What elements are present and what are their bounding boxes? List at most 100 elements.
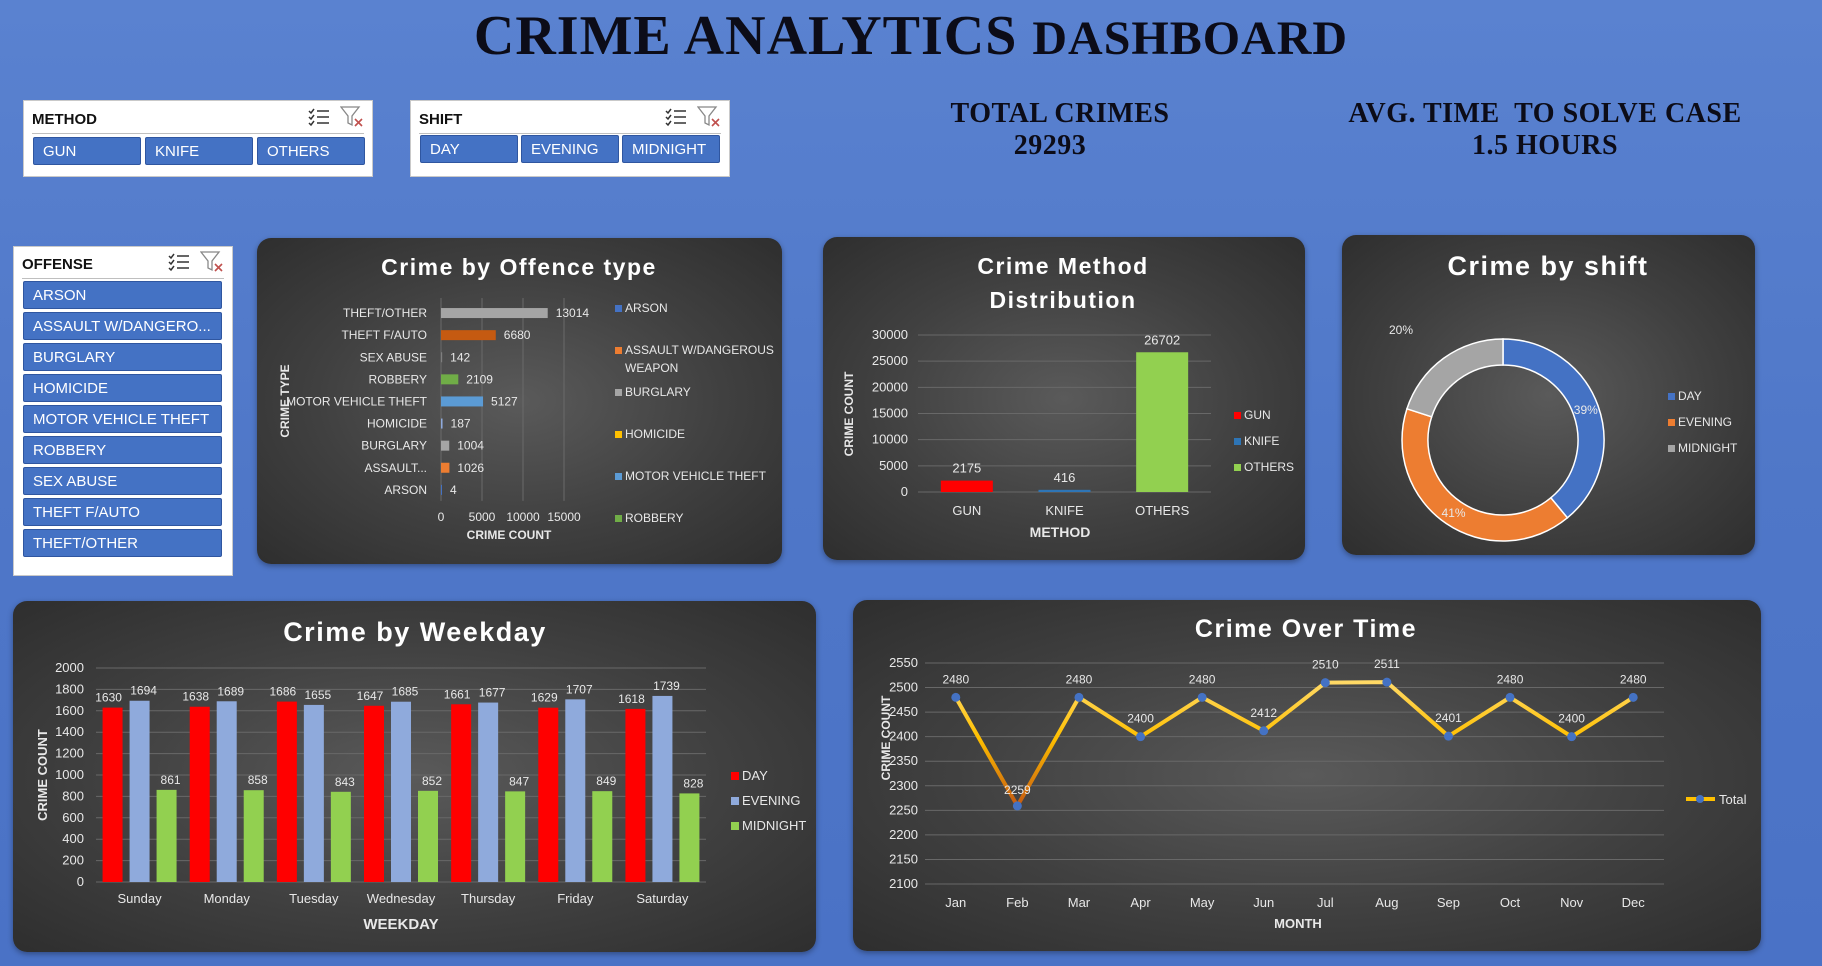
data-label: 1694 (130, 684, 157, 698)
offense-slicer-item-burglary[interactable]: BURGLARY (23, 343, 222, 371)
y-tick-label: 0 (901, 484, 908, 499)
data-point (1443, 731, 1453, 741)
data-label: 13014 (556, 306, 590, 320)
y-tick-label: THEFT F/AUTO (341, 328, 427, 342)
data-point (1259, 726, 1269, 736)
method-slicer: METHOD GUN KNIFE OTHERS (23, 100, 373, 177)
bar (940, 480, 993, 492)
avg-time-label: AVG. TIME TO SOLVE CASE (1348, 98, 1742, 129)
y-tick-label: 2450 (889, 704, 918, 719)
chart-title: Crime Over Time (1195, 615, 1417, 643)
offense-slicer-item-theft-f-auto[interactable]: THEFT F/AUTO (23, 498, 222, 526)
data-label: 1630 (95, 691, 122, 705)
legend-label: MOTOR VEHICLE THEFT (625, 469, 767, 483)
y-tick-label: 2000 (55, 660, 84, 675)
clear-filter-icon[interactable] (199, 251, 224, 277)
bar (276, 701, 297, 882)
multi-select-icon[interactable] (665, 107, 687, 131)
bar (441, 330, 496, 341)
x-tick-label: Thursday (461, 891, 516, 906)
legend-label: ASSAULT W/DANGEROUS (625, 343, 774, 357)
data-label: 1647 (357, 689, 384, 703)
shift-slicer-item-evening[interactable]: EVENING (521, 135, 619, 163)
clear-filter-icon[interactable] (696, 106, 721, 132)
x-tick-label: GUN (952, 503, 981, 518)
data-label: 5127 (491, 394, 518, 408)
data-label: 6680 (504, 328, 531, 342)
data-label: 861 (161, 773, 181, 787)
data-label: 847 (509, 774, 529, 788)
bar (565, 699, 586, 882)
data-label: 828 (683, 776, 703, 790)
data-label: 1689 (217, 684, 244, 698)
bar (505, 791, 526, 882)
legend-label: WEAPON (625, 361, 678, 375)
chart-title: Crime by Offence type (381, 254, 657, 280)
shift-slicer: SHIFT DAY EVENING MIDNIGHT (410, 100, 730, 177)
y-tick-label: 1600 (55, 703, 84, 718)
legend-swatch (1234, 412, 1241, 419)
y-tick-label: 2550 (889, 655, 918, 670)
bar (441, 484, 442, 495)
offense-slicer-item-sex-abuse[interactable]: SEX ABUSE (23, 467, 222, 495)
data-label: 849 (596, 774, 616, 788)
y-tick-label: ASSAULT... (365, 461, 427, 475)
y-tick-label: 5000 (879, 458, 908, 473)
data-label: 1685 (392, 685, 419, 699)
offence-chart-panel: Crime by Offence type 0 5000 10000 15000 THEF… (257, 238, 782, 564)
data-label: 2480 (1497, 672, 1524, 686)
offense-slicer-item-arson[interactable]: ARSON (23, 281, 222, 309)
bar (391, 701, 411, 882)
shift-chart: Crime by shift 39% 41% 20% DAY EVENING MIDNIGH… (1389, 251, 1738, 542)
x-tick-label: 10000 (506, 510, 540, 524)
method-slicer-item-others[interactable]: OTHERS (257, 137, 365, 165)
shift-slicer-item-day[interactable]: DAY (420, 135, 518, 163)
x-tick-label: Dec (1622, 895, 1646, 910)
data-label: 20% (1389, 323, 1413, 337)
clear-filter-icon[interactable] (339, 106, 364, 132)
x-axis-label: MONTH (1274, 916, 1322, 931)
legend-swatch (615, 347, 622, 354)
data-label: 2510 (1312, 658, 1339, 672)
multi-select-icon[interactable] (168, 252, 190, 276)
chart-title: Distribution (989, 287, 1136, 313)
x-tick-label: Sunday (118, 891, 163, 906)
legend-label: MIDNIGHT (1678, 441, 1738, 455)
y-axis-label: CRIME COUNT (879, 695, 893, 780)
data-label: 2400 (1127, 712, 1154, 726)
bar (478, 702, 499, 882)
bar (330, 791, 351, 882)
data-label: 2175 (952, 461, 981, 476)
bar (189, 706, 210, 882)
legend-swatch (1234, 438, 1241, 445)
offense-slicer-item-robbery[interactable]: ROBBERY (23, 436, 222, 464)
data-point (1074, 692, 1084, 702)
y-tick-label: 400 (62, 831, 84, 846)
x-tick-label: Saturday (636, 891, 689, 906)
y-tick-label: 1800 (55, 681, 84, 696)
bar (652, 695, 673, 882)
multi-select-icon[interactable] (308, 107, 330, 131)
offense-slicer-item-homicide[interactable]: HOMICIDE (23, 374, 222, 402)
data-point (1567, 732, 1577, 742)
y-tick-label: 20000 (872, 379, 908, 394)
x-tick-label: KNIFE (1045, 503, 1084, 518)
method-slicer-item-knife[interactable]: KNIFE (145, 137, 253, 165)
bar (156, 789, 177, 882)
y-tick-label: THEFT/OTHER (343, 306, 427, 320)
x-tick-label: Jun (1253, 895, 1274, 910)
offense-slicer-item-assault-w-dangero[interactable]: ASSAULT W/DANGERO... (23, 312, 222, 340)
y-tick-label: 10000 (872, 432, 908, 447)
y-tick-label: 600 (62, 810, 84, 825)
method-slicer-item-gun[interactable]: GUN (33, 137, 141, 165)
x-tick-label: OTHERS (1135, 503, 1190, 518)
y-tick-label: 2250 (889, 802, 918, 817)
shift-chart-panel: Crime by shift 39% 41% 20% DAY EVENING MIDNIGH… (1342, 235, 1755, 555)
x-tick-label: Jan (945, 895, 966, 910)
offense-slicer-item-theft-other[interactable]: THEFT/OTHER (23, 529, 222, 557)
bar (303, 704, 324, 882)
offense-slicer-item-motor-vehicle-theft[interactable]: MOTOR VEHICLE THEFT (23, 405, 222, 433)
shift-slicer-item-midnight[interactable]: MIDNIGHT (622, 135, 720, 163)
legend-label: MIDNIGHT (742, 818, 806, 833)
x-tick-label: Aug (1375, 895, 1398, 910)
